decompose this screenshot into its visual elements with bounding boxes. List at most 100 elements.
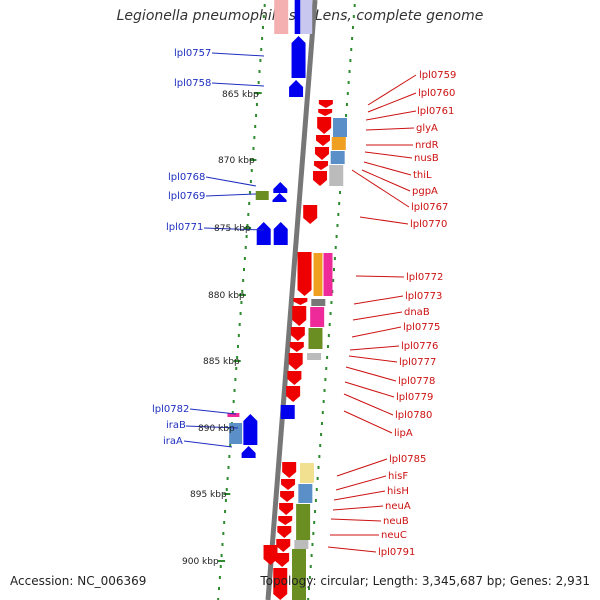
tick-dot-left-outer bbox=[263, 4, 266, 7]
tick-dot-right-outer bbox=[349, 59, 352, 62]
kbp-label-865: 865 kbp bbox=[222, 90, 259, 100]
reverse-gene-arrow bbox=[293, 298, 308, 305]
gene-label-lpl0771[interactable]: lpl0771 bbox=[166, 222, 203, 233]
tick-dot-right-outer bbox=[335, 235, 338, 238]
forward-gene-arrow bbox=[256, 222, 271, 245]
kbp-label-885: 885 kbp bbox=[203, 357, 240, 367]
gene-label-lpl0791[interactable]: lpl0791 bbox=[378, 547, 415, 558]
gene-label-lpl0780[interactable]: lpl0780 bbox=[395, 410, 432, 421]
tick-dot-right-outer bbox=[320, 422, 323, 425]
leader-line bbox=[183, 440, 233, 448]
gene-label-lpl0759[interactable]: lpl0759 bbox=[419, 70, 456, 81]
gene-label-lpl0768[interactable]: lpl0768 bbox=[168, 172, 205, 183]
gene-label-lpl0785[interactable]: lpl0785 bbox=[389, 454, 426, 465]
tick-dot-right-outer bbox=[346, 92, 349, 95]
gene-label-lpl0770[interactable]: lpl0770 bbox=[410, 219, 447, 230]
gene-label-nrdR[interactable]: nrdR bbox=[415, 140, 439, 151]
leader-line bbox=[345, 366, 397, 382]
gene-label-neuC[interactable]: neuC bbox=[381, 530, 407, 541]
cog-magenta-block bbox=[227, 413, 240, 417]
tick-dot-right-outer bbox=[351, 37, 354, 40]
reverse-gene-arrow bbox=[318, 100, 333, 108]
gene-label-lpl0775[interactable]: lpl0775 bbox=[403, 322, 440, 333]
gene-label-iraA[interactable]: iraA bbox=[163, 436, 183, 447]
tick-dot-left-outer bbox=[236, 356, 239, 359]
gene-label-glyA[interactable]: glyA bbox=[416, 123, 438, 134]
tick-dot-right-outer bbox=[307, 598, 310, 600]
leader-line bbox=[332, 505, 384, 511]
tick-dot-left-outer bbox=[224, 510, 227, 513]
gene-label-neuB[interactable]: neuB bbox=[383, 516, 409, 527]
gene-label-lpl0767[interactable]: lpl0767 bbox=[411, 202, 448, 213]
gene-label-lpl0777[interactable]: lpl0777 bbox=[399, 357, 436, 368]
reverse-gene-arrow bbox=[303, 205, 318, 224]
gene-label-neuA[interactable]: neuA bbox=[385, 501, 411, 512]
reverse-gene-arrow bbox=[275, 553, 290, 567]
cog-bar bbox=[296, 504, 311, 540]
leader-line bbox=[344, 381, 395, 398]
gene-label-dnaB[interactable]: dnaB bbox=[404, 307, 430, 318]
tick-dot-left-outer bbox=[236, 345, 239, 348]
gene-label-lpl0779[interactable]: lpl0779 bbox=[396, 392, 433, 403]
reverse-gene-arrow bbox=[289, 342, 304, 352]
cog-bar bbox=[313, 253, 323, 296]
tick-dot-left-outer bbox=[257, 81, 260, 84]
kbp-tick bbox=[244, 227, 252, 229]
forward-gene-arrow bbox=[243, 414, 258, 445]
tick-dot-right-outer bbox=[348, 70, 351, 73]
tick-dot-right-outer bbox=[322, 400, 325, 403]
gene-label-iraB[interactable]: iraB bbox=[166, 420, 186, 431]
gene-label-lpl0757[interactable]: lpl0757 bbox=[174, 48, 211, 59]
gene-label-lipA[interactable]: lipA bbox=[394, 428, 413, 439]
right-gene-labels: lpl0759 lpl0760 lpl0761 glyA nrdR nusB t… bbox=[378, 70, 456, 558]
tick-dot-right-outer bbox=[327, 334, 330, 337]
leader-line bbox=[353, 295, 404, 305]
kbp-tick bbox=[223, 493, 231, 495]
reverse-gene-arrow bbox=[281, 479, 296, 490]
reverse-gene-arrow bbox=[263, 545, 278, 565]
gene-label-nusB[interactable]: nusB bbox=[414, 153, 439, 164]
gene-label-lpl0758[interactable]: lpl0758 bbox=[174, 78, 211, 89]
tick-dot-left-outer bbox=[231, 411, 234, 414]
tick-dot-left-outer bbox=[237, 334, 240, 337]
tick-dot-right-outer bbox=[352, 15, 355, 18]
gene-label-pgpA[interactable]: pgpA bbox=[412, 186, 438, 197]
tick-dot-left-outer bbox=[229, 444, 232, 447]
tick-dot-left-outer bbox=[242, 279, 245, 282]
gene-label-lpl0782[interactable]: lpl0782 bbox=[152, 404, 189, 415]
tick-dot-right-outer bbox=[319, 444, 322, 447]
tick-dot-left-outer bbox=[255, 103, 258, 106]
forward-gene-arrow bbox=[289, 80, 304, 97]
gene-label-hisH[interactable]: hisH bbox=[387, 486, 409, 497]
tick-dot-left-outer bbox=[238, 323, 241, 326]
gene-label-lpl0776[interactable]: lpl0776 bbox=[401, 341, 438, 352]
tick-dot-left-outer bbox=[226, 477, 229, 480]
tick-dot-left-outer bbox=[259, 59, 262, 62]
gene-label-lpl0773[interactable]: lpl0773 bbox=[405, 291, 442, 302]
cog-bar bbox=[330, 151, 345, 164]
forward-gene bbox=[280, 405, 295, 419]
gene-label-lpl0772[interactable]: lpl0772 bbox=[406, 272, 443, 283]
gene-label-lpl0778[interactable]: lpl0778 bbox=[398, 376, 435, 387]
cog-bar bbox=[299, 463, 314, 483]
tick-dot-left-outer bbox=[254, 125, 257, 128]
gene-label-lpl0760[interactable]: lpl0760 bbox=[418, 88, 455, 99]
gene-label-thiL[interactable]: thiL bbox=[413, 170, 432, 181]
reverse-gene-arrow bbox=[282, 462, 297, 478]
kbp-label-870: 870 kbp bbox=[218, 156, 255, 166]
reverse-gene-arrow bbox=[314, 161, 329, 170]
tick-dot-right-outer bbox=[329, 312, 332, 315]
gene-label-lpl0761[interactable]: lpl0761 bbox=[417, 106, 454, 117]
genome-backbone bbox=[265, 0, 318, 600]
cog-green-block bbox=[255, 191, 269, 200]
cog-bar bbox=[294, 540, 309, 549]
reverse-gene-arrow bbox=[287, 371, 302, 385]
gene-label-hisF[interactable]: hisF bbox=[388, 471, 408, 482]
tick-dot-left-outer bbox=[261, 26, 264, 29]
topology-text: Topology: circular; Length: 3,345,687 bp… bbox=[260, 574, 590, 588]
tick-dot-right-outer bbox=[330, 301, 333, 304]
gene-label-lpl0769[interactable]: lpl0769 bbox=[168, 191, 205, 202]
tick-dot-left-outer bbox=[235, 367, 238, 370]
tick-dot-right-outer bbox=[334, 246, 337, 249]
